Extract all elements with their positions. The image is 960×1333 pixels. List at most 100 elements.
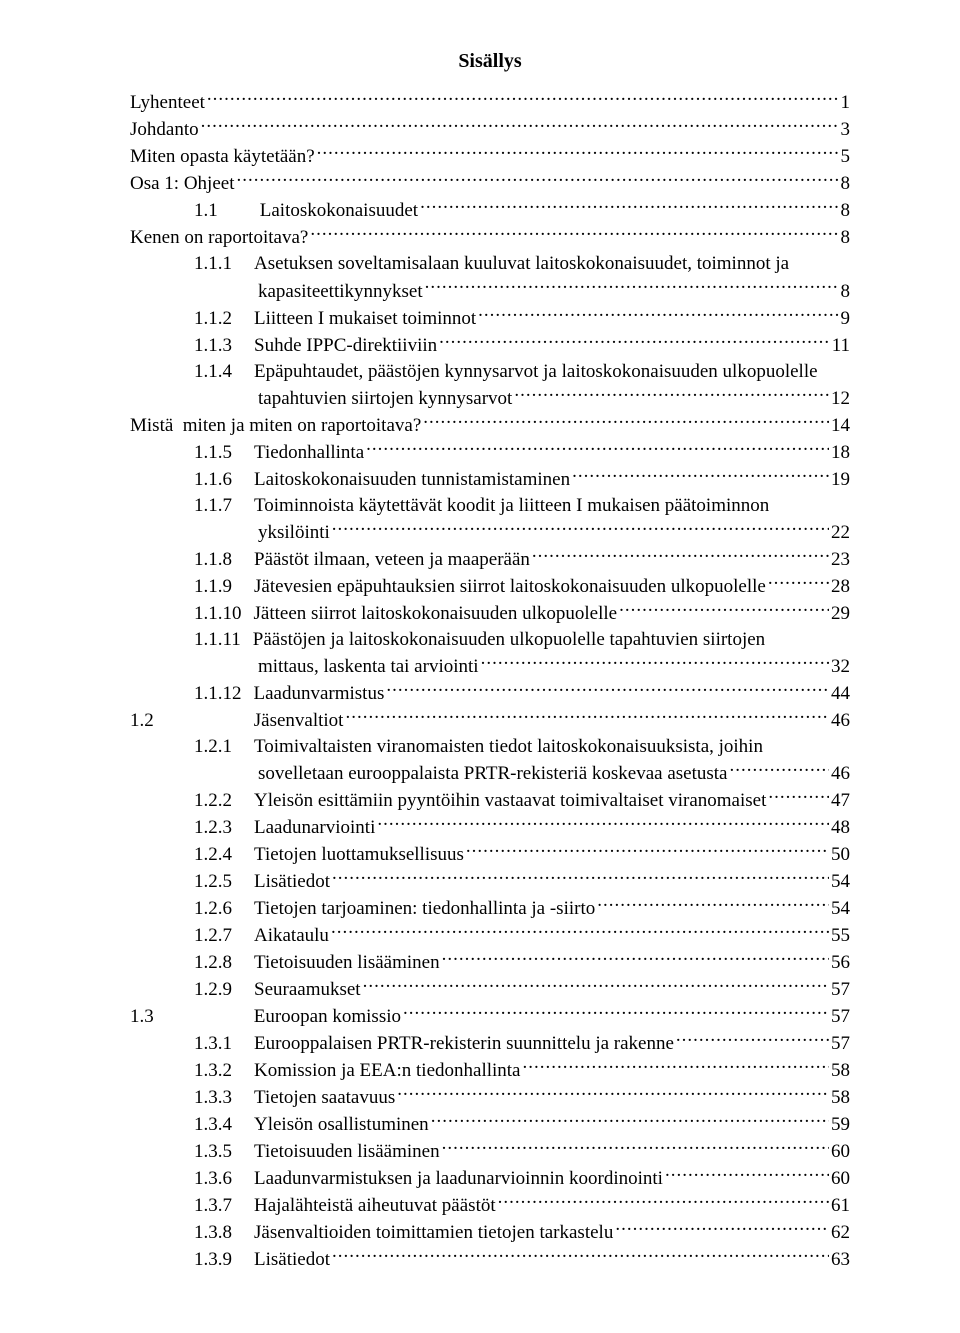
toc-entry-continuation: tapahtuvien siirtojen kynnysarvot 12 (258, 385, 850, 412)
toc-leader (768, 573, 829, 592)
toc-leader (442, 1138, 829, 1157)
toc-leader (207, 89, 839, 108)
toc-leader (597, 895, 829, 914)
toc-leader (363, 976, 829, 995)
toc-entry: 1.2.5Lisätiedot 54 (194, 868, 850, 895)
toc-text: Eurooppalaisen PRTR-rekisterin suunnitte… (254, 1031, 674, 1057)
toc-number: 1.2.2 (194, 788, 232, 814)
toc-entry: 1.1.8Päästöt ilmaan, veteen ja maaperään… (194, 546, 850, 573)
toc-number: 1.1 (194, 198, 218, 224)
toc-leader (201, 116, 839, 135)
toc-entry-continuation: yksilöinti 22 (258, 519, 850, 546)
toc-leader (386, 680, 829, 699)
toc-number: 1.1.5 (194, 440, 232, 466)
toc-entry: Kenen on raportoitava? 8 (130, 224, 850, 251)
toc-number: 1.2.7 (194, 923, 232, 949)
toc-text: Kenen on raportoitava? (130, 225, 308, 251)
toc-entry: 1.2Jäsenvaltiot 46 (130, 707, 850, 734)
toc-text: Komission ja EEA:n tiedonhallinta (254, 1058, 521, 1084)
toc-number: 1.2.3 (194, 815, 232, 841)
toc-number: 1.1.11 (194, 627, 241, 653)
toc-number: 1.2.1 (194, 734, 232, 760)
toc-entry: 1.1.11Päästöjen ja laitoskokonaisuuden u… (194, 627, 850, 653)
toc-leader (523, 1057, 830, 1076)
toc-page-number: 19 (831, 467, 850, 493)
toc-text: Yleisön esittämiin pyyntöihin vastaavat … (254, 788, 766, 814)
toc-page-number: 60 (831, 1139, 850, 1165)
toc-page-number: 32 (831, 654, 850, 680)
toc-entry: 1.2.2 Yleisön esittämiin pyyntöihin vasta… (194, 787, 850, 814)
toc-page-number: 61 (831, 1193, 850, 1219)
toc-text: Hajalähteistä aiheutuvat päästöt (254, 1193, 496, 1219)
toc-number: 1.3.5 (194, 1139, 232, 1165)
toc-leader (345, 707, 829, 726)
toc-text: Jätteen siirrot laitoskokonaisuuden ulko… (254, 601, 618, 627)
toc-text: Lisätiedot (254, 869, 330, 895)
toc-number: 1.3.7 (194, 1193, 232, 1219)
toc-page-number: 56 (831, 950, 850, 976)
toc-entry: 1.1.2 Liitteen I mukaiset toiminnot 9 (194, 305, 850, 332)
toc-text: sovelletaan eurooppalaista PRTR-rekister… (258, 761, 727, 787)
toc-leader (615, 1219, 829, 1238)
toc-text: Suhde IPPC-direktiiviin (254, 333, 437, 359)
toc-number: 1.1.7 (194, 493, 232, 519)
toc-leader (366, 439, 829, 458)
toc-page-number: 29 (831, 601, 850, 627)
toc-leader (423, 412, 829, 431)
toc-leader (665, 1165, 829, 1184)
toc-page-number: 28 (831, 574, 850, 600)
toc-leader (420, 197, 838, 216)
toc-leader (729, 760, 829, 779)
toc-number: 1.1.2 (194, 306, 232, 332)
toc-page-number: 58 (831, 1058, 850, 1084)
toc-entry: 1.3.8Jäsenvaltioiden toimittamien tietoj… (194, 1219, 850, 1246)
toc-number: 1.2 (130, 708, 154, 734)
toc-page-number: 54 (831, 896, 850, 922)
toc-entry: 1.1.4Epäpuhtaudet, päästöjen kynnysarvot… (194, 359, 850, 385)
toc-entry: Osa 1: Ohjeet 8 (130, 170, 850, 197)
toc-leader (332, 868, 829, 887)
toc-entry: Miten opasta käytetään? 5 (130, 143, 850, 170)
toc-number: 1.1.10 (194, 601, 242, 627)
toc-leader (532, 546, 829, 565)
table-of-contents: Lyhenteet 1Johdanto 3Miten opasta käytet… (130, 89, 850, 1273)
toc-text: Laadunvarmistus (254, 681, 385, 707)
toc-text: Yleisön osallistuminen (254, 1112, 429, 1138)
toc-entry: 1.3.2Komission ja EEA:n tiedonhallinta 5… (194, 1057, 850, 1084)
toc-page-number: 1 (841, 90, 851, 116)
toc-leader (481, 653, 829, 672)
toc-entry: 1.2.4Tietojen luottamuksellisuus 50 (194, 841, 850, 868)
toc-leader (439, 332, 830, 351)
toc-text: Tietoisuuden lisääminen (254, 1139, 440, 1165)
toc-entry: 1.1.6Laitoskokonaisuuden tunnistamistami… (194, 466, 850, 493)
toc-page-number: 23 (831, 547, 850, 573)
toc-page-number: 55 (831, 923, 850, 949)
toc-text: Jätevesien epäpuhtauksien siirrot laitos… (254, 574, 766, 600)
toc-leader (514, 385, 829, 404)
toc-leader (331, 922, 829, 941)
toc-text: kapasiteettikynnykset (258, 279, 423, 305)
toc-entry: 1.3.5 Tietoisuuden lisääminen 60 (194, 1138, 850, 1165)
toc-entry: 1.3.1Eurooppalaisen PRTR-rekisterin suun… (194, 1030, 850, 1057)
toc-text: Jäsenvaltioiden toimittamien tietojen ta… (254, 1220, 613, 1246)
toc-leader (768, 787, 829, 806)
toc-page-number: 62 (831, 1220, 850, 1246)
toc-number: 1.2.9 (194, 977, 232, 1003)
toc-text: Osa 1: Ohjeet (130, 171, 234, 197)
toc-number: 1.3.9 (194, 1247, 232, 1273)
toc-page-number: 9 (841, 306, 851, 332)
toc-text: mittaus, laskenta tai arviointi (258, 654, 479, 680)
toc-page-number: 11 (832, 333, 850, 359)
toc-page-number: 57 (831, 1031, 850, 1057)
toc-number: 1.3.4 (194, 1112, 232, 1138)
toc-leader (676, 1030, 829, 1049)
toc-text: Laadunvarmistuksen ja laadunarvioinnin k… (254, 1166, 663, 1192)
toc-entry: 1.1.9Jätevesien epäpuhtauksien siirrot l… (194, 573, 850, 600)
toc-text: Liitteen I mukaiset toiminnot (254, 306, 476, 332)
page-title: Sisällys (130, 48, 850, 75)
toc-entry: 1.3.4Yleisön osallistuminen 59 (194, 1111, 850, 1138)
toc-entry-continuation: mittaus, laskenta tai arviointi 32 (258, 653, 850, 680)
toc-text: Laitoskokonaisuudet (260, 198, 418, 224)
toc-text: Jäsenvaltiot (254, 708, 344, 734)
toc-text: Seuraamukset (254, 977, 361, 1003)
